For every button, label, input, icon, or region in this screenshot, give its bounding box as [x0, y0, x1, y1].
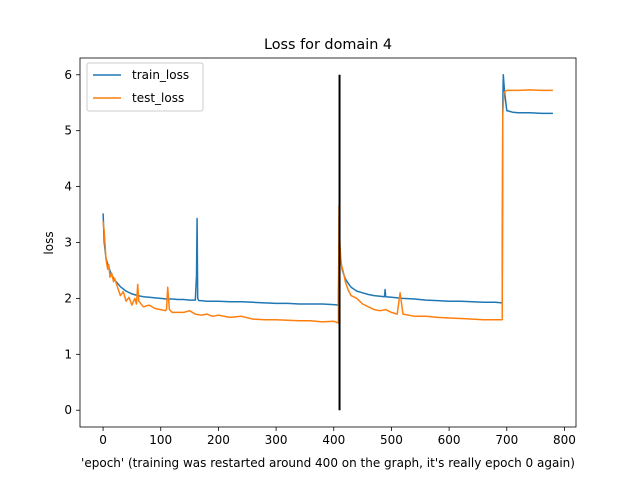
series-line-test-loss: [102, 89, 553, 324]
x-axis-label: 'epoch' (training was restarted around 4…: [81, 456, 575, 470]
y-axis-label: loss: [42, 231, 56, 254]
x-tick-label: 800: [553, 433, 576, 447]
legend-label-test-loss: test_loss: [132, 91, 184, 105]
y-tick-label: 5: [64, 124, 72, 138]
y-tick-label: 1: [64, 347, 72, 361]
x-tick-label: 600: [438, 433, 461, 447]
y-tick-label: 3: [64, 236, 72, 250]
x-tick-label: 0: [99, 433, 107, 447]
series-layer: [102, 74, 553, 324]
y-tick-label: 2: [64, 291, 72, 305]
y-axis-ticks: 0 1 2 3 4 5 6: [64, 68, 80, 417]
plot-area: 0 100 200 300 400 500 600 700 800 0 1 2 3 4 5 6: [64, 57, 577, 447]
y-tick-label: 0: [64, 403, 72, 417]
x-tick-label: 300: [265, 433, 288, 447]
x-tick-label: 200: [207, 433, 230, 447]
legend-label-train-loss: train_loss: [132, 68, 189, 82]
x-tick-label: 400: [322, 433, 345, 447]
y-tick-label: 4: [64, 180, 72, 194]
x-axis-ticks: 0 100 200 300 400 500 600 700 800: [99, 427, 576, 447]
y-tick-label: 6: [64, 68, 72, 82]
x-tick-label: 500: [380, 433, 403, 447]
x-tick-label: 700: [495, 433, 518, 447]
series-line-train-loss: [102, 74, 553, 306]
legend: train_loss test_loss: [86, 62, 204, 112]
chart-title: Loss for domain 4: [264, 37, 392, 53]
x-tick-label: 100: [149, 433, 172, 447]
